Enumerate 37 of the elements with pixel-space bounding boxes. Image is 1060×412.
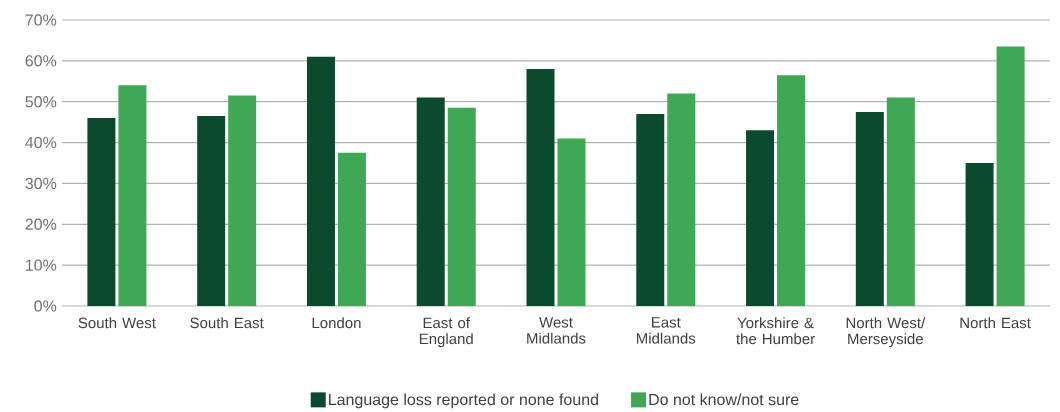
legend-label: Language loss reported or none found bbox=[329, 393, 598, 409]
bar bbox=[557, 138, 586, 306]
y-tick-label: 10% bbox=[26, 259, 57, 271]
bar bbox=[996, 46, 1025, 306]
y-tick-label: 0% bbox=[34, 300, 57, 312]
x-tick-label: North West/ Merseyside bbox=[846, 317, 926, 348]
y-tick-label: 50% bbox=[25, 96, 57, 108]
y-tick-label: 70% bbox=[25, 14, 57, 26]
bar bbox=[746, 130, 775, 306]
y-tick-label: 20% bbox=[25, 218, 57, 230]
x-tick-label: London bbox=[312, 317, 361, 329]
bar bbox=[636, 113, 665, 306]
bar bbox=[965, 162, 994, 306]
bar bbox=[447, 107, 476, 306]
x-tick-label: North East bbox=[960, 317, 1031, 329]
bar bbox=[228, 95, 257, 306]
legend-label: Do not know/not sure bbox=[649, 393, 799, 406]
bar bbox=[667, 93, 696, 306]
bar bbox=[118, 85, 147, 306]
y-tick-label: 40% bbox=[25, 136, 57, 149]
x-tick-label: West Midlands bbox=[527, 317, 586, 344]
bar bbox=[87, 118, 116, 306]
x-tick-label: South East bbox=[190, 317, 264, 329]
bar bbox=[306, 56, 335, 306]
bar bbox=[886, 97, 915, 306]
x-tick-label: South West bbox=[78, 317, 156, 329]
x-tick-label: East of England bbox=[419, 317, 473, 348]
x-tick-label: East Midlands bbox=[636, 317, 696, 344]
bar bbox=[337, 152, 366, 306]
y-tick-label: 60% bbox=[25, 55, 57, 67]
bar bbox=[197, 116, 226, 306]
x-tick-label: Yorkshire & the Humber bbox=[736, 317, 815, 345]
bar bbox=[416, 97, 445, 306]
bar bbox=[855, 111, 884, 306]
bar bbox=[526, 69, 555, 306]
y-tick-label: 30% bbox=[25, 177, 57, 190]
bar bbox=[777, 75, 806, 306]
